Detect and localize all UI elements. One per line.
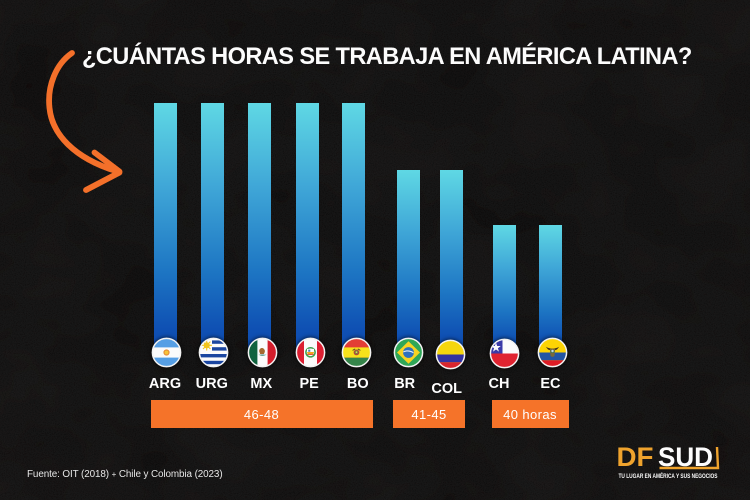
svg-text:TU LUGAR EN AMÉRICA Y SUS NEGO: TU LUGAR EN AMÉRICA Y SUS NEGOCIOS <box>619 471 718 480</box>
svg-text:DF: DF <box>617 442 654 472</box>
